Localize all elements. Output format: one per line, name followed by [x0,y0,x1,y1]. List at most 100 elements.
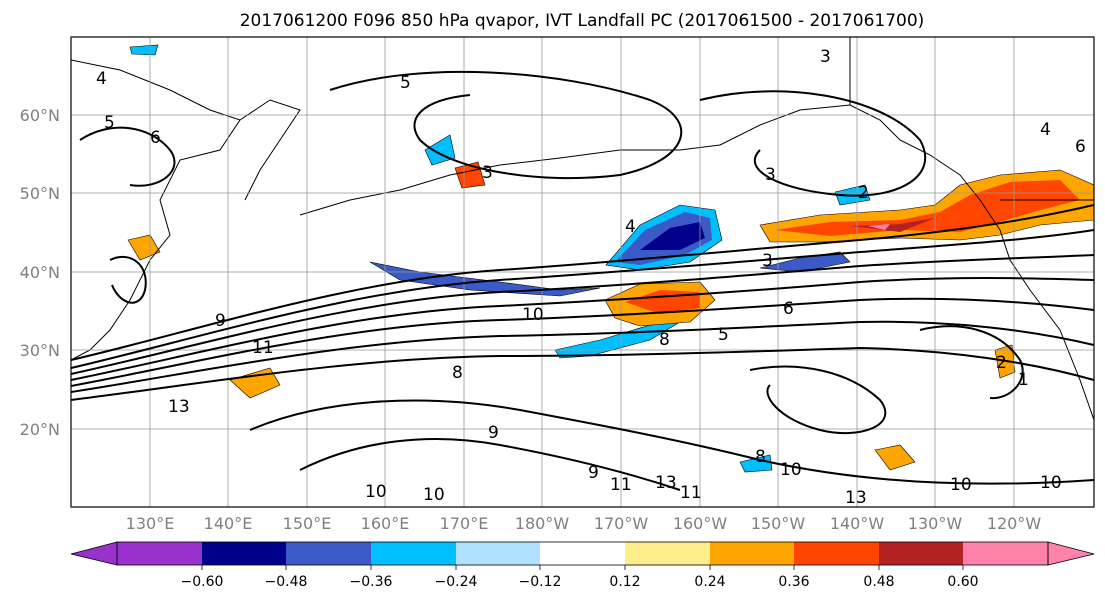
lat-label: 60°N [20,106,60,125]
colorbar-extend-max [1047,541,1095,566]
colorbar-label: −0.60 [181,574,224,590]
colorbar-frame [116,541,1049,566]
lon-label: 150°W [751,514,806,533]
contour-line [71,229,1094,369]
colorbar-label: −0.12 [519,574,562,590]
contour-label: 13 [168,397,190,417]
colorbar-label: −0.24 [435,574,478,590]
contour-line [919,325,1024,400]
contour-label: 4 [625,217,636,237]
colorbar-extend-min [70,541,118,566]
contour-line [699,90,927,197]
contour-label: 3 [765,165,776,185]
lon-label: 130°W [908,514,963,533]
colorbar: −0.60 −0.48 −0.36 −0.24 −0.12 0.12 0.24 … [70,541,1095,590]
contour-label: 5 [104,113,115,133]
lat-label: 30°N [20,341,60,360]
anomaly-band-positive-east-max [850,218,935,232]
lon-label: 140°E [204,514,253,533]
colorbar-label: 0.48 [863,574,894,590]
lon-label: 120°W [987,514,1042,533]
contour-label: 8 [659,330,670,350]
colorbar-segment [286,542,371,565]
contour-label: 8 [452,363,463,383]
map-panel: 4 3 5 6 5 4 6 3 2 4 3 3 10 8 9 11 13 8 5… [20,36,1095,533]
contour-label: 9 [588,463,599,483]
lon-label: 160°E [361,514,410,533]
lon-label: 130°E [126,514,175,533]
contour-label: 6 [1075,137,1086,157]
colorbar-segment [625,542,710,565]
contour-line [71,320,1094,393]
contour-label: 5 [718,325,729,345]
colorbar-segment [540,542,625,565]
lat-label: 40°N [20,263,60,282]
map-frame [70,36,1095,508]
contour-label: 4 [1040,120,1051,140]
contour-line [249,399,1094,485]
colorbar-segment [963,542,1048,565]
contour-label: 1 [1018,370,1029,390]
latitude-labels: 60°N 50°N 40°N 30°N 20°N [20,106,60,439]
contour-label: 6 [783,299,794,319]
colorbar-label: 0.36 [778,574,809,590]
colorbar-segment [710,542,794,565]
anomaly-blob-negative-pacific-deep [640,222,705,250]
contour-label: 3 [820,47,831,67]
border-canada-us [849,37,1094,201]
contour-label: 6 [150,128,161,148]
colorbar-segment [794,542,879,565]
contour-labels: 4 3 5 6 5 4 6 3 2 4 3 3 10 8 9 11 13 8 5… [96,47,1086,508]
coastline-asia [71,59,241,361]
contour-label: 9 [215,311,226,331]
contour-line [109,255,147,304]
coastline-kamchatka [239,99,301,201]
coastlines [71,37,1094,421]
lat-label: 20°N [20,420,60,439]
contour-line [71,204,1094,361]
contour-line [79,126,176,187]
colorbar-segment [202,542,286,565]
contour-label: 4 [96,69,107,89]
colorbar-tick-labels: −0.60 −0.48 −0.36 −0.24 −0.12 0.12 0.24 … [181,574,979,590]
contour-label: 11 [680,483,702,503]
contour-label: 3 [482,163,493,183]
contour-line [329,70,683,180]
contour-line [71,277,1094,381]
contour-label: 10 [780,460,802,480]
longitude-labels: 130°E 140°E 150°E 160°E 170°E 180°W 170°… [126,514,1042,533]
lon-label: 140°W [830,514,885,533]
anomaly-spot-positive-peak [868,224,890,230]
ivt-contours [71,70,1094,491]
colorbar-label: −0.48 [265,574,308,590]
contour-line [71,254,1094,375]
colorbar-label: −0.36 [350,574,393,590]
lat-label: 50°N [20,184,60,203]
contour-label: 11 [252,338,274,358]
anomaly-blob-positive-gulf [874,444,916,471]
contour-line [749,365,887,435]
anomaly-blob-negative-nw [129,44,159,56]
figure-title: 2017061200 F096 850 hPa qvapor, IVT Land… [240,11,925,31]
contour-label: 10 [365,482,387,502]
contour-label: 5 [400,73,411,93]
contour-label: 10 [522,305,544,325]
colorbar-label: 0.24 [694,574,725,590]
lon-label: 150°E [283,514,332,533]
contour-line [71,346,1094,401]
contour-label: 8 [755,447,766,467]
contour-label: 10 [1040,473,1062,493]
lon-label: 160°W [673,514,728,533]
lon-label: 170°E [440,514,489,533]
colorbar-segment [456,542,540,565]
anomaly-blob-positive-west [229,367,281,399]
contour-label: 2 [858,183,869,203]
contour-label: 13 [845,488,867,508]
contour-line [71,297,1094,387]
anomaly-blob-positive-japan [127,234,161,261]
lon-label: 170°W [594,514,649,533]
coastline-aleutians [299,144,721,216]
contour-label: 13 [655,473,677,493]
colorbar-segment [371,542,456,565]
contour-label: 10 [423,485,445,505]
